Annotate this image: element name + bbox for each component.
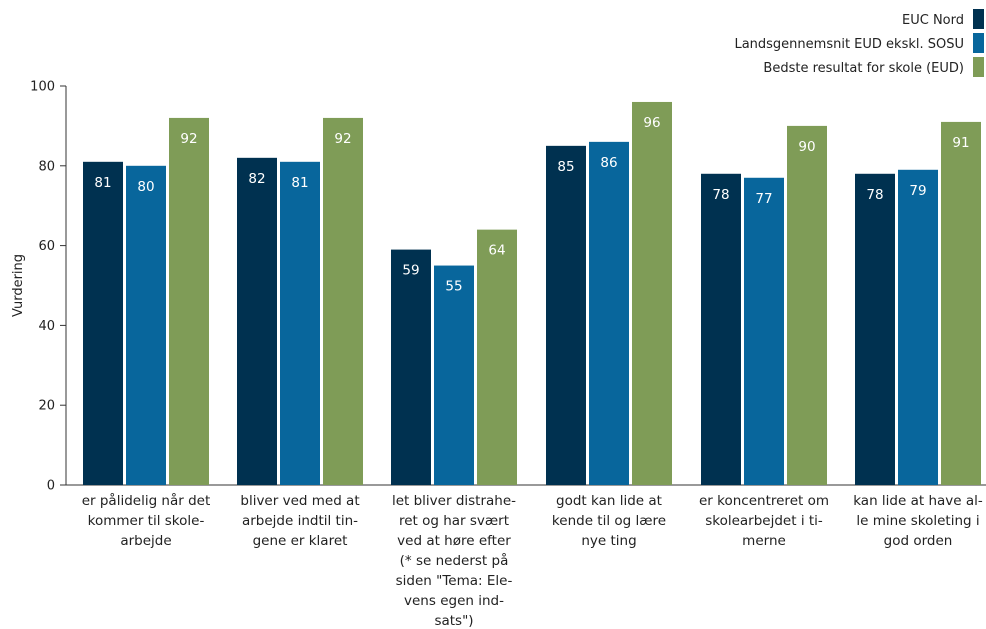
x-tick-label: arbejde	[120, 533, 171, 549]
category-labels: er pålidelig når det kommer til skole-arb…	[82, 492, 983, 629]
x-tick-label: bliver ved med at	[240, 493, 359, 509]
bar-value-label: 85	[557, 159, 574, 175]
x-tick-label: kan lide at have al-	[853, 493, 983, 509]
x-tick-label: vens egen ind-	[404, 593, 504, 609]
x-tick-label: god orden	[884, 533, 953, 549]
bar	[941, 121, 981, 485]
bar-value-label: 80	[137, 179, 154, 195]
legend-label: Landsgennemsnit EUD ekskl. SOSU	[734, 37, 964, 52]
bar	[169, 117, 209, 486]
bar-value-label: 82	[248, 171, 265, 187]
y-tick-label: 40	[38, 319, 55, 334]
legend: EUC Nord Landsgennemsnit EUD ekskl. SOSU B…	[734, 9, 984, 77]
x-tick-label: arbejde indtil tin-	[242, 513, 358, 529]
x-tick-label: skolearbejdet i ti-	[705, 513, 823, 529]
x-tick-label: merne	[742, 533, 786, 549]
bar	[237, 157, 277, 485]
y-tick-label: 0	[47, 479, 55, 494]
x-tick-label: gene er klaret	[253, 533, 348, 549]
bar-value-label: 78	[712, 187, 729, 203]
x-tick-label: godt kan lide at	[556, 493, 662, 509]
bar	[744, 177, 784, 485]
bar-value-label: 86	[600, 155, 617, 171]
x-tick-label: ved at høre efter	[397, 533, 511, 549]
bar	[280, 161, 320, 485]
bar	[323, 117, 363, 486]
bar-value-label: 77	[755, 191, 772, 207]
bar	[589, 141, 629, 486]
bar-value-label: 59	[402, 263, 419, 279]
bar-value-label: 91	[952, 135, 969, 151]
x-tick-label: er pålidelig når det	[82, 492, 211, 509]
y-tick-label: 60	[38, 239, 55, 254]
bar-value-label: 78	[866, 187, 883, 203]
bar	[126, 165, 166, 486]
bar	[477, 229, 517, 485]
x-tick-label: nye ting	[581, 533, 636, 549]
bar-value-label: 96	[643, 115, 660, 131]
axes: 0 20 40 60 80 100 Vurdering	[11, 80, 986, 494]
bar-value-label: 79	[909, 183, 926, 199]
y-axis-title: Vurdering	[11, 254, 26, 317]
bar-value-label: 81	[94, 175, 111, 191]
bar-value-label: 92	[334, 131, 351, 147]
bar-value-label: 81	[291, 175, 308, 191]
x-tick-label: ret og har svært	[399, 513, 509, 529]
bar	[787, 125, 827, 486]
bars	[83, 101, 981, 486]
y-tick-label: 80	[38, 159, 55, 174]
legend-label: Bedste resultat for skole (EUD)	[763, 61, 964, 76]
x-tick-label: er koncentreret om	[699, 493, 829, 509]
legend-label: EUC Nord	[902, 13, 964, 28]
x-tick-label: kommer til skole-	[88, 513, 205, 529]
bar	[632, 101, 672, 486]
bar	[701, 173, 741, 485]
x-tick-label: sats")	[434, 613, 473, 629]
bar	[434, 265, 474, 485]
legend-swatch	[973, 57, 984, 77]
bar-value-label: 92	[180, 131, 197, 147]
x-tick-label: le mine skoleting i	[856, 513, 979, 529]
bar-value-label: 64	[488, 243, 505, 259]
bar-value-label: 90	[798, 139, 815, 155]
x-tick-label: kende til og lære	[552, 513, 666, 529]
x-tick-label: let bliver distrahe-	[392, 493, 516, 509]
bar	[546, 145, 586, 485]
y-tick-label: 100	[30, 80, 55, 95]
bar-value-label: 55	[445, 279, 462, 295]
legend-swatch	[973, 9, 984, 29]
bar-labels: 81 80 92 82 81 92 59 55 64 85 86 96 78 77 90 78 79 91	[94, 115, 969, 295]
y-tick-label: 20	[38, 399, 55, 414]
bar	[898, 169, 938, 486]
bar	[855, 173, 895, 485]
x-tick-label: (* se nederst på	[400, 552, 509, 569]
bar	[391, 249, 431, 485]
legend-swatch	[973, 33, 984, 53]
bar	[83, 161, 123, 485]
x-tick-label: siden "Tema: Ele-	[396, 573, 513, 589]
